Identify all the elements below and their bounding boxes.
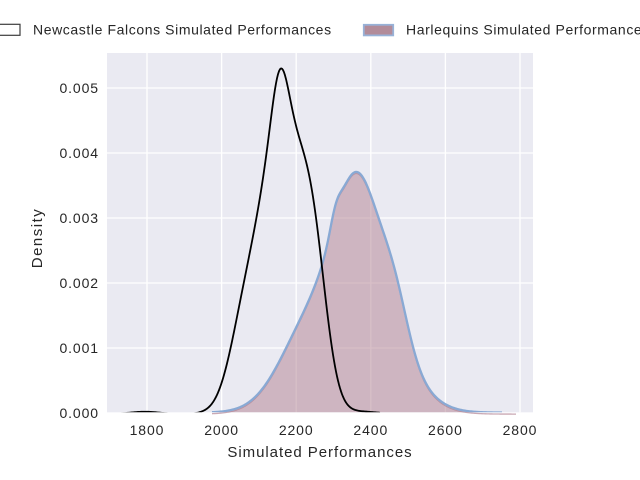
svg-text:1800: 1800 [130, 422, 165, 438]
svg-text:Harlequins Simulated Performan: Harlequins Simulated Performances [406, 21, 640, 37]
svg-text:0.002: 0.002 [59, 275, 99, 291]
svg-text:0.005: 0.005 [59, 80, 99, 96]
svg-text:0.001: 0.001 [59, 340, 99, 356]
svg-text:0.003: 0.003 [59, 210, 99, 226]
svg-text:2800: 2800 [503, 422, 538, 438]
svg-text:Newcastle Falcons Simulated Pe: Newcastle Falcons Simulated Performances [33, 21, 332, 37]
svg-text:2400: 2400 [353, 422, 388, 438]
svg-text:2600: 2600 [428, 422, 463, 438]
svg-text:0.004: 0.004 [59, 145, 99, 161]
svg-text:2200: 2200 [279, 422, 314, 438]
svg-text:0.000: 0.000 [59, 405, 99, 421]
svg-text:Density: Density [29, 208, 46, 269]
svg-text:2000: 2000 [204, 422, 239, 438]
svg-text:Simulated Performances: Simulated Performances [227, 444, 412, 461]
